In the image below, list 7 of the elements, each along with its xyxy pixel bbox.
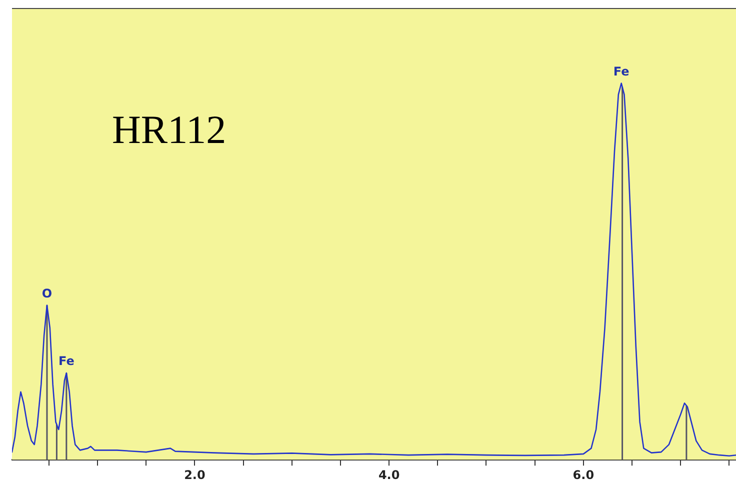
x-tick-label: 6.0 [572, 468, 594, 482]
text: HR112 [112, 107, 226, 152]
annotation: Fe [613, 64, 630, 78]
annotation: Fe [58, 354, 74, 368]
x-tick-label: 2.0 [184, 468, 206, 482]
annotation: O [42, 286, 52, 300]
x-tick-label: 4.0 [378, 468, 400, 482]
